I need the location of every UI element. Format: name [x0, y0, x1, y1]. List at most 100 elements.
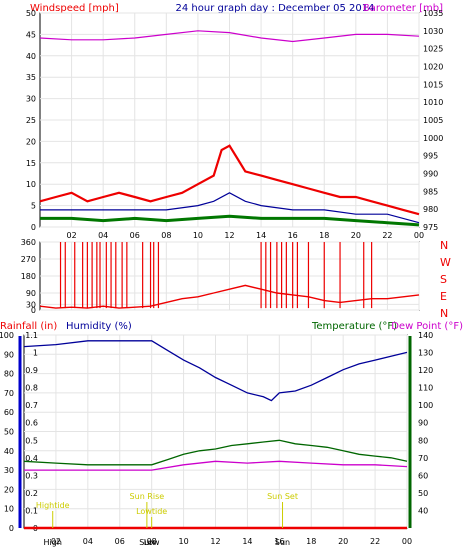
rainfall-ytick: 0.9	[25, 366, 38, 375]
wind-lull-line	[40, 214, 420, 227]
wind-xtick: 04	[98, 231, 108, 240]
wind-axis-label: Windspeed [mph]	[30, 3, 119, 14]
wind-ytick: 45	[26, 30, 36, 39]
rainfall-axis-label: Rainfall (in)	[0, 321, 57, 332]
humidity-ytick: 40	[4, 447, 14, 456]
wind-ytick: 20	[26, 137, 36, 146]
temperature-xtick: 14	[242, 537, 252, 546]
barometer-ytick: 980	[423, 205, 438, 214]
barometer-ytick: 1025	[423, 45, 443, 54]
event-label: Lowtide	[136, 507, 167, 516]
humidity-ytick: 0	[9, 524, 14, 533]
temperature-ytick: 100	[418, 401, 433, 410]
humidity-ytick: 100	[0, 331, 14, 340]
temperature-xtick: 22	[370, 537, 380, 546]
temperature-ytick: 90	[418, 419, 428, 428]
event-label: Sun Rise	[130, 492, 165, 501]
temperature-ytick: 120	[418, 366, 433, 375]
direction-ytick: 30	[26, 300, 36, 309]
temperature-axis-label: Temperature (°F)	[311, 321, 397, 332]
rainfall-ytick: 0.1	[25, 506, 38, 515]
temperature-ytick: 130	[418, 349, 433, 358]
barometer-ytick: 1020	[423, 63, 443, 72]
humidity-ytick: 80	[4, 370, 14, 379]
barometer-line	[39, 30, 420, 43]
wind-ytick: 30	[26, 95, 36, 104]
temperature-ytick: 140	[418, 331, 433, 340]
temperature-xtick: 00	[402, 537, 412, 546]
temperature-xtick: 16	[274, 537, 284, 546]
temperature-xtick: 18	[306, 537, 316, 546]
temperature-ytick: 40	[418, 506, 428, 515]
humidity-ytick: 50	[4, 428, 14, 437]
barometer-ytick: 985	[423, 187, 438, 196]
humidity-ytick: 70	[4, 389, 14, 398]
barometer-axis-label: Barometer [mb]	[363, 3, 443, 14]
rainfall-ytick: 0.5	[25, 436, 38, 445]
temperature-xtick: 12	[210, 537, 220, 546]
rainfall-ytick: 0.4	[25, 454, 38, 463]
wind-xtick: 02	[66, 231, 76, 240]
humidity-axis-label: Humidity (%)	[66, 321, 132, 332]
temperature-ytick: 50	[418, 489, 428, 498]
temperature-ytick: 80	[418, 436, 428, 445]
direction-ytick: 0	[31, 306, 36, 315]
direction-ytick: 360	[21, 238, 36, 247]
barometer-ytick: 995	[423, 152, 438, 161]
wind-average-line	[40, 192, 420, 224]
humidity-ytick: 30	[4, 466, 14, 475]
wind-xtick: 08	[161, 231, 171, 240]
event-axis-label: Low	[144, 538, 160, 547]
barometer-ytick: 1000	[423, 134, 443, 143]
humidity-ytick: 20	[4, 485, 14, 494]
wind-xtick: 20	[351, 231, 361, 240]
compass-label-north-bottom: N	[440, 307, 448, 320]
wind-ytick: 0	[31, 223, 36, 232]
temperature-ytick: 70	[418, 454, 428, 463]
barometer-ytick: 1030	[423, 27, 443, 36]
wind-xtick: 14	[256, 231, 266, 240]
wind-ytick: 5	[31, 202, 36, 211]
event-label: Hightide	[36, 501, 70, 510]
direction-ytick: 180	[21, 272, 36, 281]
wind-xtick: 06	[130, 231, 140, 240]
compass-label-north-top: N	[440, 239, 448, 252]
event-label: Sun Set	[267, 492, 298, 501]
event-axis-label: Sun	[139, 538, 154, 547]
wind-ytick: 25	[26, 116, 36, 125]
compass-labels: N W S E N	[440, 239, 451, 320]
dewpoint-line	[24, 460, 408, 471]
barometer-ytick: 990	[423, 170, 438, 179]
rainfall-ytick: 1.1	[25, 331, 38, 340]
wind-xtick: 16	[288, 231, 298, 240]
compass-label-west: W	[440, 256, 451, 269]
chart-title: 24 hour graph day : December 05 2014	[176, 3, 375, 14]
wind-ytick: 40	[26, 52, 36, 61]
rainfall-ytick: 0.2	[25, 489, 38, 498]
barometer-ytick: 1015	[423, 80, 443, 89]
wind-xtick: 22	[382, 231, 392, 240]
barometer-ytick: 975	[423, 223, 438, 232]
wind-direction-line	[39, 284, 420, 309]
wind-xtick: 18	[319, 231, 329, 240]
temperature-xtick: 08	[147, 537, 157, 546]
event-markers: Hightide High Lowtide Low Sun Rise Sun Sun Set…	[36, 492, 298, 547]
dewpoint-axis-label: Dew Point (°F)	[391, 321, 463, 332]
rainfall-ytick: 0.3	[25, 471, 38, 480]
compass-label-east: E	[440, 290, 447, 303]
humidity-line	[23, 340, 408, 402]
rainfall-ytick: 1	[33, 349, 38, 358]
compass-label-south: S	[440, 273, 447, 286]
humidity-ytick: 90	[4, 350, 14, 359]
rainfall-ytick: 0.6	[25, 419, 38, 428]
barometer-ytick: 1035	[423, 9, 443, 18]
temperature-xtick: 04	[83, 537, 93, 546]
wind-ytick: 10	[26, 180, 36, 189]
event-axis-label: Sun	[275, 538, 290, 547]
humidity-ytick: 10	[4, 505, 14, 514]
barometer-ytick: 1005	[423, 116, 443, 125]
wind-xtick: 12	[224, 231, 234, 240]
data-series	[23, 30, 420, 530]
